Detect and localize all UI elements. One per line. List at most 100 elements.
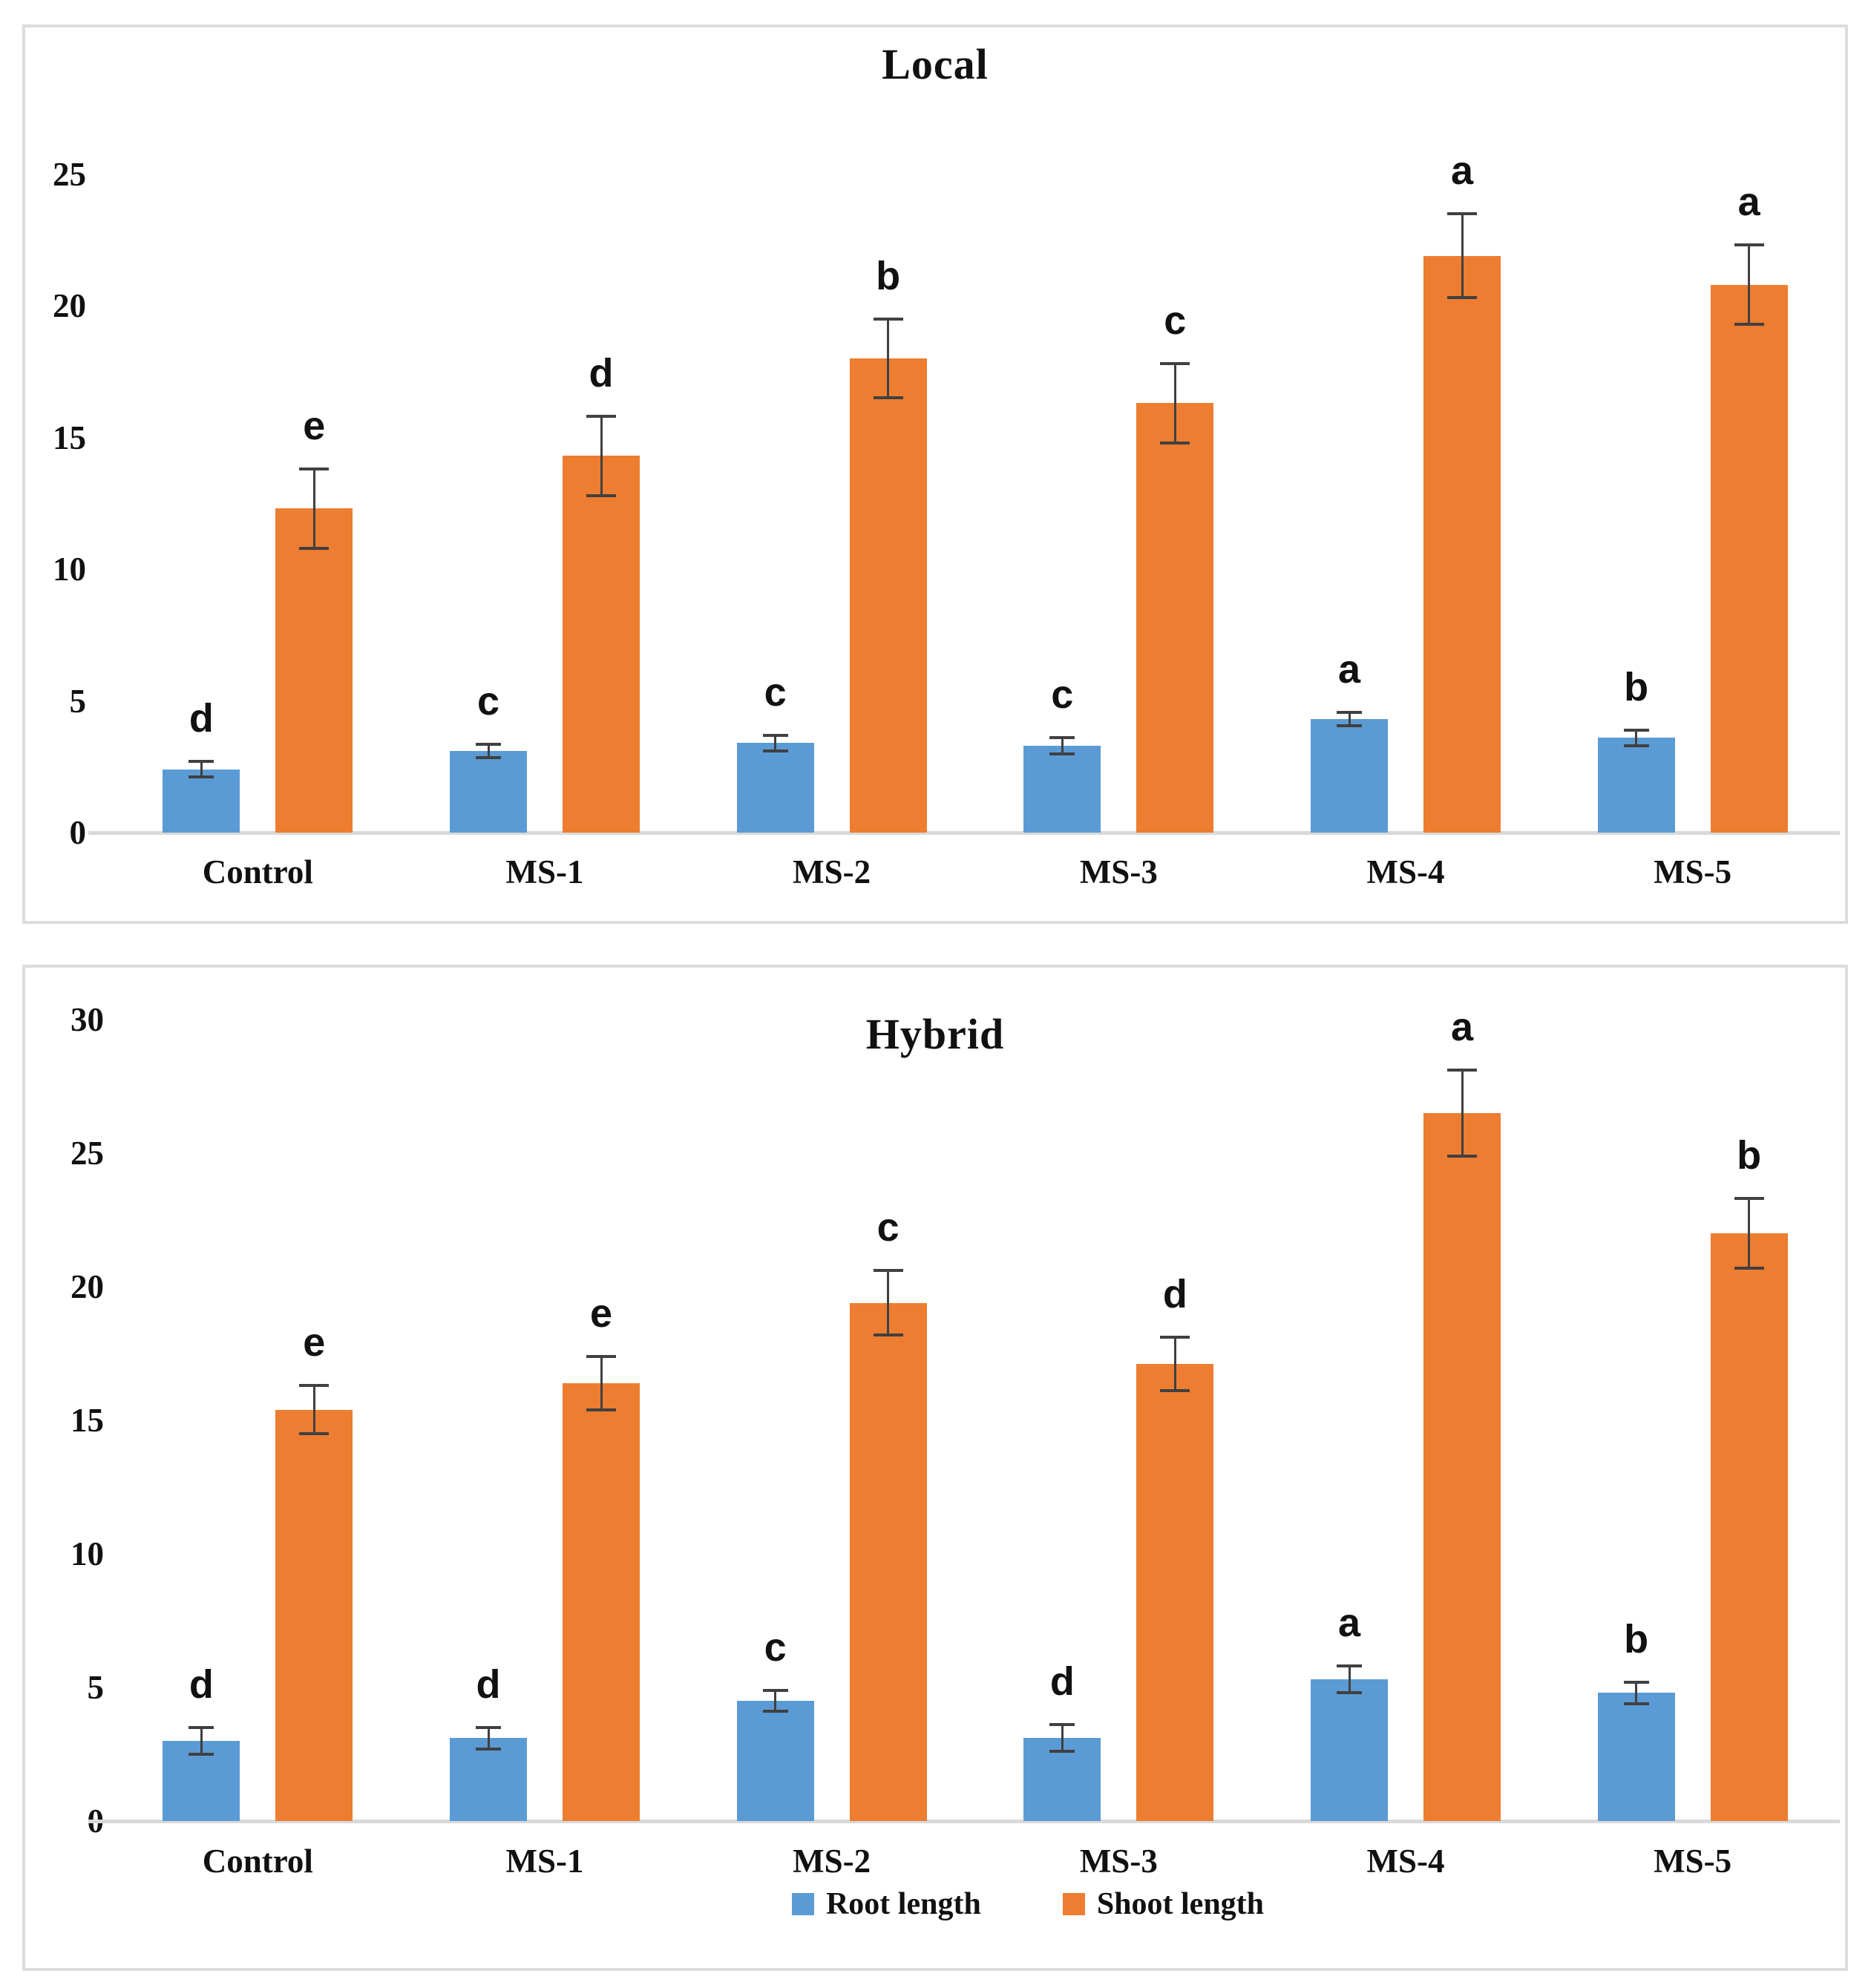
y-tick-label: 5 (87, 1669, 105, 1706)
error-bar-cap (476, 1747, 501, 1751)
bar-root-length (736, 1701, 814, 1821)
chart-title-local: Local (882, 40, 989, 88)
error-bar-cap (586, 1354, 616, 1358)
bar-shoot-length (275, 508, 353, 833)
x-category-label: MS-1 (505, 1843, 584, 1880)
significance-letter: c (1164, 298, 1187, 344)
bar-shoot-length (275, 1409, 353, 1821)
error-bar (1635, 1682, 1638, 1704)
error-bar-cap (1049, 736, 1075, 740)
error-bar-cap (189, 760, 214, 764)
error-bar (600, 1356, 603, 1410)
error-bar (312, 469, 315, 548)
error-bar-cap (1160, 441, 1190, 444)
error-bar-cap (1623, 744, 1649, 747)
error-bar (1348, 712, 1351, 726)
x-axis-line (88, 831, 1840, 835)
error-bar-cap (476, 743, 501, 747)
error-bar-cap (189, 1726, 214, 1729)
error-bar-cap (762, 1710, 788, 1713)
error-bar-cap (299, 468, 330, 471)
y-tick-label: 10 (53, 551, 86, 588)
error-bar-cap (299, 1384, 330, 1388)
error-bar-cap (1447, 296, 1477, 300)
error-bar-cap (1447, 1069, 1477, 1072)
legend-swatch-shoot-length-icon (1062, 1893, 1085, 1915)
error-bar (1461, 1070, 1464, 1156)
error-bar-cap (1447, 211, 1477, 215)
legend-item-root-length: Root length (791, 1886, 981, 1922)
bar-root-length (1023, 745, 1101, 833)
x-category-label: MS-1 (505, 853, 584, 890)
error-bar-cap (586, 415, 616, 419)
chart-panel-local: Local 0 5 10 15 20 25 Control d e MS-1 c d MS-2 c b MS-… (22, 24, 1848, 924)
error-bar-cap (1734, 322, 1764, 326)
error-bar-cap (1734, 1266, 1764, 1270)
significance-letter: d (189, 1662, 214, 1707)
bar-shoot-length (1710, 1233, 1788, 1821)
x-category-label: MS-3 (1079, 853, 1158, 890)
error-bar-cap (1160, 1336, 1190, 1339)
error-bar (600, 416, 603, 496)
significance-letter: a (1450, 148, 1474, 193)
legend-label-shoot-length: Shoot length (1096, 1887, 1265, 1921)
bar-root-length (1311, 1679, 1388, 1821)
error-bar-cap (586, 1408, 616, 1411)
error-bar (200, 761, 203, 778)
x-category-label: MS-2 (793, 1843, 871, 1880)
error-bar-cap (1447, 1154, 1477, 1158)
bar-shoot-length (1423, 255, 1501, 833)
significance-letter: c (876, 1205, 900, 1250)
error-bar-cap (1337, 1691, 1362, 1695)
y-tick-label: 20 (53, 287, 86, 324)
error-bar-cap (1623, 1680, 1649, 1684)
chart-panel-hybrid: Hybrid Root length Shoot length 05101520… (22, 965, 1848, 1971)
x-category-label: MS-5 (1654, 1843, 1732, 1880)
error-bar-cap (873, 1333, 903, 1336)
bar-root-length (1597, 1693, 1675, 1821)
error-bar (1061, 1725, 1064, 1752)
significance-letter: e (303, 404, 326, 449)
significance-letter: d (1162, 1272, 1187, 1317)
error-bar (1173, 364, 1176, 443)
error-bar-cap (873, 396, 903, 400)
error-bar-cap (299, 1432, 330, 1435)
bar-root-length (163, 769, 240, 833)
error-bar (312, 1385, 315, 1434)
bar-root-length (1311, 719, 1388, 833)
bar-shoot-length (849, 1302, 927, 1821)
error-bar (487, 1728, 490, 1749)
error-bar-cap (1337, 724, 1362, 728)
y-tick-label: 15 (71, 1402, 104, 1439)
significance-letter: c (764, 669, 787, 715)
x-category-label: MS-4 (1366, 853, 1445, 890)
x-axis-line (88, 1820, 1840, 1823)
error-bar-cap (1337, 711, 1362, 715)
error-bar (200, 1728, 203, 1754)
bar-shoot-length (849, 358, 927, 833)
bar-shoot-length (563, 456, 640, 833)
x-category-label: Control (202, 1843, 313, 1880)
error-bar-cap (762, 749, 788, 752)
x-category-label: MS-3 (1079, 1843, 1158, 1880)
error-bar (1173, 1337, 1176, 1391)
error-bar (887, 318, 890, 398)
significance-letter: e (589, 1290, 613, 1336)
significance-letter: d (189, 696, 214, 741)
legend: Root length Shoot length (791, 1886, 1265, 1922)
legend-swatch-root-length-icon (791, 1893, 814, 1915)
error-bar (1748, 1198, 1751, 1268)
significance-letter: a (1737, 180, 1760, 225)
error-bar (1635, 729, 1638, 746)
significance-letter: c (476, 679, 500, 724)
error-bar-cap (476, 755, 501, 759)
legend-item-shoot-length: Shoot length (1062, 1886, 1265, 1922)
significance-letter: d (1049, 1659, 1075, 1705)
significance-letter: b (1737, 1133, 1762, 1178)
significance-letter: c (1051, 672, 1074, 718)
error-bar-cap (189, 775, 214, 779)
error-bar (1748, 245, 1751, 324)
bar-shoot-length (563, 1382, 640, 1821)
bar-shoot-length (1423, 1113, 1501, 1821)
bar-shoot-length (1136, 403, 1214, 833)
